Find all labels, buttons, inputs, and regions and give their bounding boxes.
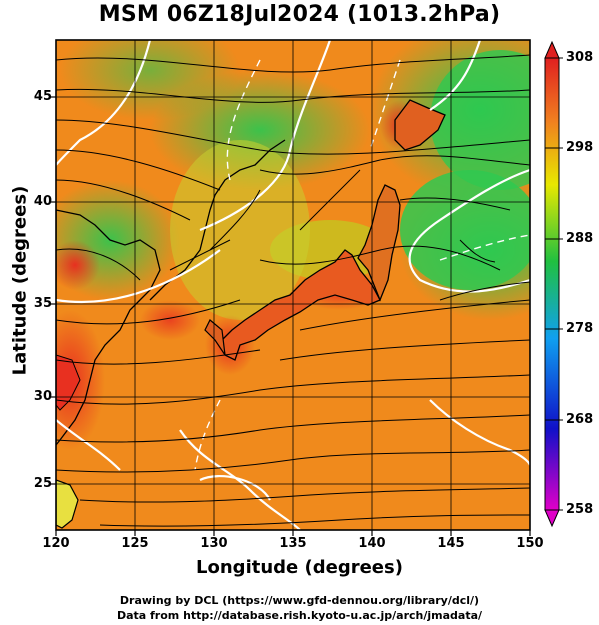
y-tick-label: 35 [33,296,52,311]
colorbar-tick-label: 298 [566,140,594,155]
y-tick-label: 30 [33,389,52,404]
y-tick-label: 40 [33,194,52,209]
figure-title: MSM 06Z18Jul2024 (1013.2hPa) [98,2,501,27]
colorbar-tick-label: 268 [566,412,594,427]
colorbar-max-arrow [544,40,560,59]
colorbar-tick-label: 258 [566,502,594,517]
x-tick-label: 150 [516,536,544,551]
colorbar [544,40,563,528]
x-tick-label: 125 [121,536,149,551]
axis-ticks [50,96,531,536]
x-tick-label: 140 [358,536,386,551]
colorbar-tick-label: 288 [566,231,594,246]
colorbar-tick-label: 278 [566,321,594,336]
y-axis-title: Latitude (degrees) [9,185,31,376]
temperature-field [56,40,530,530]
colorbar-tick-label: 308 [566,50,594,65]
x-axis-title: Longitude (degrees) [196,557,403,578]
credit-drawing: Drawing by DCL (https://www.gfd-dennou.o… [119,594,480,607]
x-tick-label: 130 [200,536,228,551]
y-tick-label: 45 [33,89,52,104]
x-tick-label: 120 [42,536,70,551]
y-tick-label: 25 [33,476,52,491]
colorbar-min-arrow [544,509,560,528]
credit-data: Data from http://database.rish.kyoto-u.a… [116,609,483,622]
x-tick-label: 145 [437,536,465,551]
x-tick-label: 135 [279,536,307,551]
